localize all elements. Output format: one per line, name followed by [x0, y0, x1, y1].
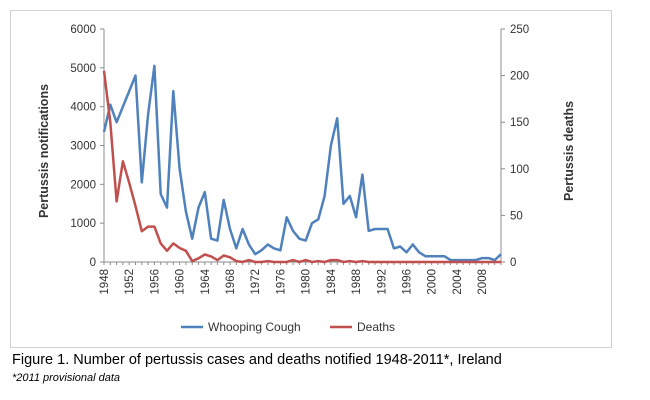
right-axis-label: Pertussis deaths [562, 101, 576, 201]
chart-frame: 0 1000 2000 3000 4000 5000 6000 0 50 100 150 200 25… [10, 10, 612, 348]
x-tick-label: 1980 [301, 269, 313, 295]
left-tick-label: 3000 [70, 141, 96, 153]
left-tick-label: 6000 [70, 24, 96, 36]
right-tick-label: 50 [510, 210, 523, 222]
series-line-whooping-cough [102, 64, 502, 262]
right-tick-label: 250 [510, 24, 529, 36]
x-tick-label: 1996 [401, 269, 413, 295]
left-tick-label: 0 [90, 257, 96, 269]
x-tick-label: 1988 [351, 269, 363, 295]
legend-label-deaths: Deaths [357, 320, 395, 334]
series-layer [102, 64, 502, 264]
left-tick-label: 5000 [70, 63, 96, 75]
x-tick-label: 1952 [124, 269, 136, 295]
chart-legend: Whooping Cough Deaths [181, 320, 395, 334]
right-tick-label: 150 [510, 117, 529, 129]
x-axis-ticks: 1948 1952 1956 1960 1964 1968 1972 1976 1980 1984… [99, 262, 502, 295]
chart-axes [103, 29, 502, 263]
figure-caption: Figure 1. Number of pertussis cases and … [12, 352, 502, 368]
pertussis-line-chart: 0 1000 2000 3000 4000 5000 6000 0 50 100 150 200 25… [37, 24, 576, 334]
x-tick-label: 1964 [200, 268, 212, 294]
figure-footnote: *2011 provisional data [12, 372, 121, 384]
right-tick-label: 0 [510, 257, 516, 269]
x-tick-label: 1992 [376, 269, 388, 295]
x-tick-label: 2000 [427, 269, 439, 295]
x-tick-label: 2008 [477, 269, 489, 295]
left-tick-label: 4000 [70, 102, 96, 114]
right-axis-ticks: 0 50 100 150 200 250 [501, 24, 529, 269]
x-tick-label: 2004 [452, 268, 464, 294]
left-tick-label: 1000 [70, 218, 96, 230]
series-line-deaths [102, 70, 501, 264]
x-tick-label: 1984 [326, 268, 338, 294]
left-axis-ticks: 0 1000 2000 3000 4000 5000 6000 [70, 24, 104, 269]
x-tick-label: 1956 [149, 269, 161, 295]
x-tick-label: 1972 [250, 269, 262, 295]
right-tick-label: 200 [510, 71, 529, 83]
right-tick-label: 100 [510, 164, 529, 176]
left-tick-label: 2000 [70, 179, 96, 191]
legend-label-whooping-cough: Whooping Cough [208, 320, 301, 334]
x-tick-label: 1960 [175, 269, 187, 295]
x-tick-label: 1968 [225, 269, 237, 295]
left-axis-label: Pertussis notifications [37, 84, 51, 218]
x-tick-label: 1976 [275, 269, 287, 295]
x-tick-label: 1948 [99, 269, 111, 295]
